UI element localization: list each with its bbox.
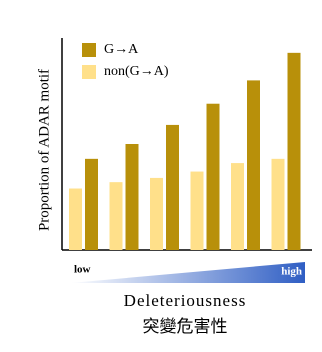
x-axis-label: Deleteriousness	[124, 291, 247, 310]
y-axis-label: Proportion of ADAR motif	[36, 69, 52, 231]
bar	[247, 80, 260, 251]
bar	[231, 163, 244, 250]
low-label: low	[74, 264, 91, 276]
high-label: high	[281, 266, 302, 278]
legend-swatch	[82, 43, 96, 57]
bar	[125, 144, 139, 250]
legend-label: non(G→A)	[104, 64, 169, 79]
bar	[150, 177, 163, 250]
bar	[271, 158, 285, 250]
legend-swatch	[82, 65, 96, 79]
bar	[166, 124, 179, 250]
x-axis-label-secondary: 突變危害性	[143, 317, 228, 337]
bar	[287, 52, 301, 251]
bar	[85, 158, 98, 250]
bar	[69, 188, 82, 250]
bar	[190, 171, 204, 250]
bar	[109, 182, 123, 250]
gradient-wedge	[70, 262, 305, 283]
legend-label: G→A	[104, 42, 139, 57]
bar	[206, 103, 220, 250]
